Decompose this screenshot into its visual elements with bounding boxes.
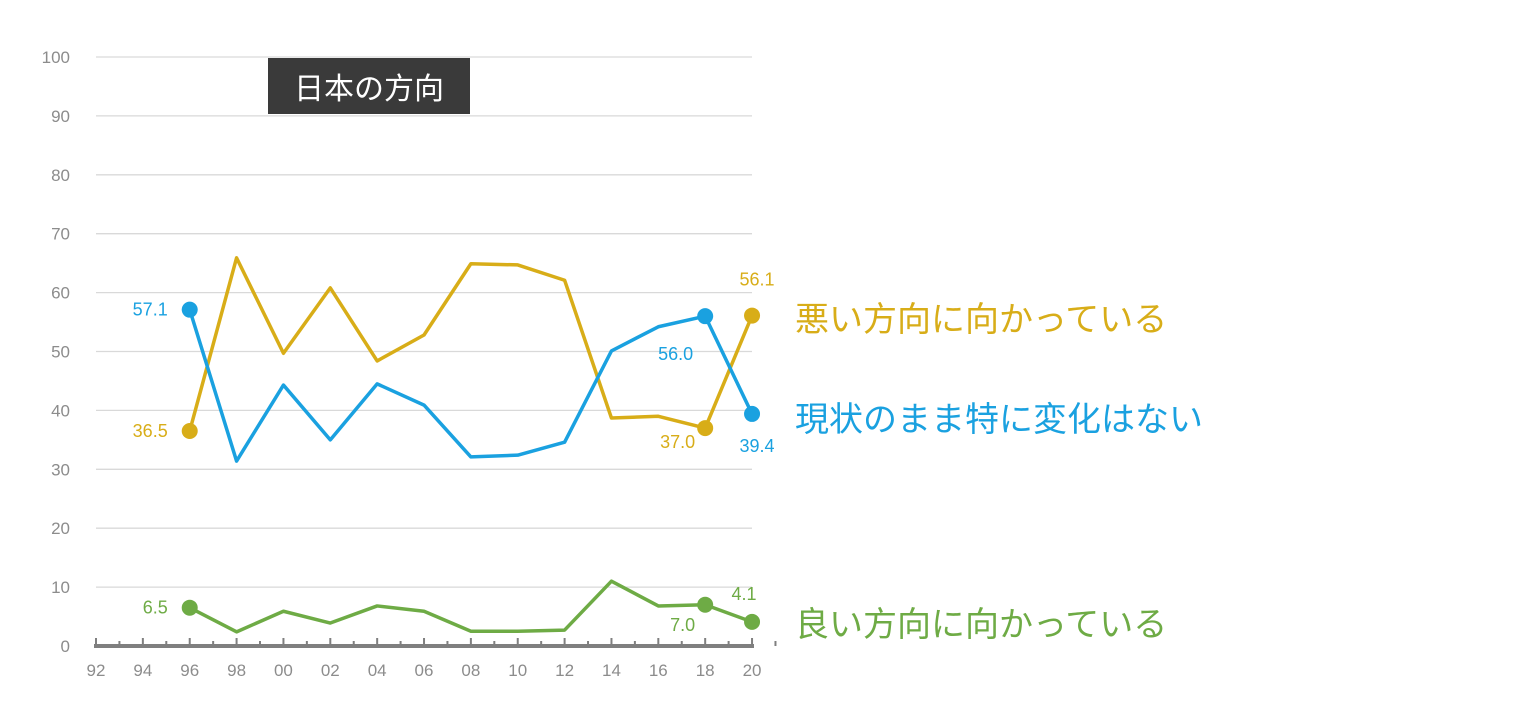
legend-unchanged: 現状のまま特に変化はない	[795, 400, 1203, 440]
data-label: 36.5	[133, 421, 168, 441]
data-point-marker	[181, 423, 198, 440]
y-tick-label: 40	[51, 401, 70, 420]
x-tick-label: 10	[508, 661, 527, 680]
x-tick-label: 16	[649, 661, 668, 680]
x-tick-label: 02	[321, 661, 340, 680]
data-point-marker	[744, 307, 761, 324]
x-tick-label: 04	[368, 661, 387, 680]
x-tick-label: 94	[133, 661, 152, 680]
x-tick-label: 08	[461, 661, 480, 680]
data-point-marker	[181, 301, 198, 318]
chart-title: 日本の方向	[268, 58, 470, 114]
data-point-marker	[744, 613, 761, 630]
data-label: 4.1	[732, 584, 757, 604]
y-tick-label: 0	[61, 637, 70, 656]
x-tick-label: 00	[274, 661, 293, 680]
x-tick-label: 92	[87, 661, 106, 680]
legend-better: 良い方向に向かっている	[795, 605, 1168, 645]
x-tick-label: 06	[415, 661, 434, 680]
y-tick-label: 70	[51, 225, 70, 244]
data-label: 56.1	[740, 270, 775, 290]
data-label: 6.5	[143, 598, 168, 618]
data-point-marker	[697, 308, 714, 325]
y-tick-label: 100	[42, 48, 70, 67]
x-tick-label: 12	[555, 661, 574, 680]
series-line	[188, 309, 754, 463]
series-line	[188, 579, 753, 634]
data-label: 7.0	[670, 615, 695, 635]
x-tick-label: 96	[180, 661, 199, 680]
data-label: 39.4	[740, 436, 775, 456]
legend-worse: 悪い方向に向かっている	[795, 300, 1168, 340]
data-point-marker	[697, 596, 714, 613]
data-point-marker	[697, 420, 714, 437]
data-label: 56.0	[658, 344, 693, 364]
x-tick-label: 98	[227, 661, 246, 680]
y-tick-label: 50	[51, 343, 70, 362]
x-tick-label: 20	[743, 661, 762, 680]
y-tick-label: 80	[51, 166, 70, 185]
data-label: 57.1	[133, 300, 168, 320]
y-tick-label: 60	[51, 284, 70, 303]
y-tick-label: 90	[51, 107, 70, 126]
series-line	[188, 256, 754, 432]
x-tick-label: 18	[696, 661, 715, 680]
data-point-marker	[744, 405, 761, 422]
data-point-marker	[181, 599, 198, 616]
x-tick-label: 14	[602, 661, 621, 680]
y-tick-label: 20	[51, 519, 70, 538]
data-label: 37.0	[660, 432, 695, 452]
y-tick-label: 10	[51, 578, 70, 597]
y-tick-label: 30	[51, 460, 70, 479]
